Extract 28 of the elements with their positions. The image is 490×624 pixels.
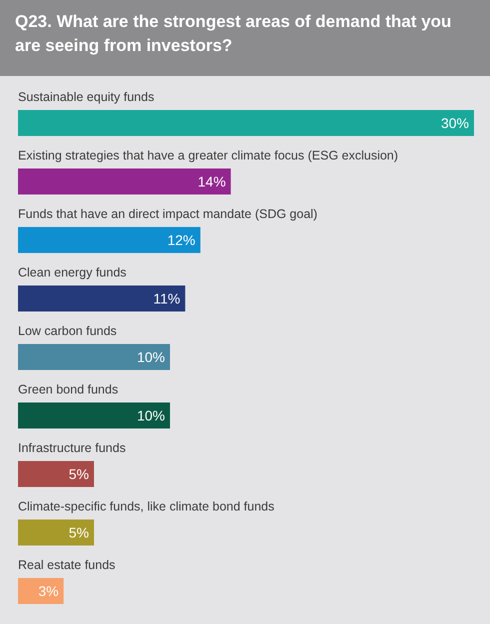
y-tick-label: Low carbon funds (18, 324, 117, 338)
chart-title: Q23. What are the strongest areas of demand that you are seeing from investors? (15, 12, 452, 55)
data-label: 30% (440, 115, 469, 131)
bar (18, 227, 200, 253)
bar (18, 110, 474, 136)
y-tick-label: Funds that have an direct impact mandate (SDG goal) (18, 207, 318, 221)
data-label: 3% (38, 583, 59, 599)
data-label: 12% (167, 232, 196, 248)
y-tick-label: Clean energy funds (18, 266, 126, 280)
data-label: 5% (68, 524, 89, 540)
y-tick-label: Green bond funds (18, 382, 118, 396)
data-label: 10% (136, 408, 165, 424)
data-label: 11% (153, 290, 180, 306)
data-label: 14% (198, 174, 226, 190)
bar (18, 168, 231, 194)
y-tick-label: Real estate funds (18, 558, 116, 572)
bar (18, 520, 94, 546)
bar (18, 344, 170, 370)
y-tick-label: Existing strategies that have a greater climate focus (ESG exclusion) (18, 148, 398, 162)
y-tick-label: Infrastructure funds (18, 441, 126, 455)
y-tick-label: Sustainable equity funds (18, 90, 154, 104)
data-label: 5% (68, 466, 89, 482)
data-label: 10% (136, 349, 165, 365)
bar (18, 286, 186, 312)
bar (18, 461, 94, 487)
bar (18, 578, 64, 604)
y-tick-label: Climate-specific funds, like climate bond funds (18, 500, 274, 514)
bar (18, 402, 170, 428)
